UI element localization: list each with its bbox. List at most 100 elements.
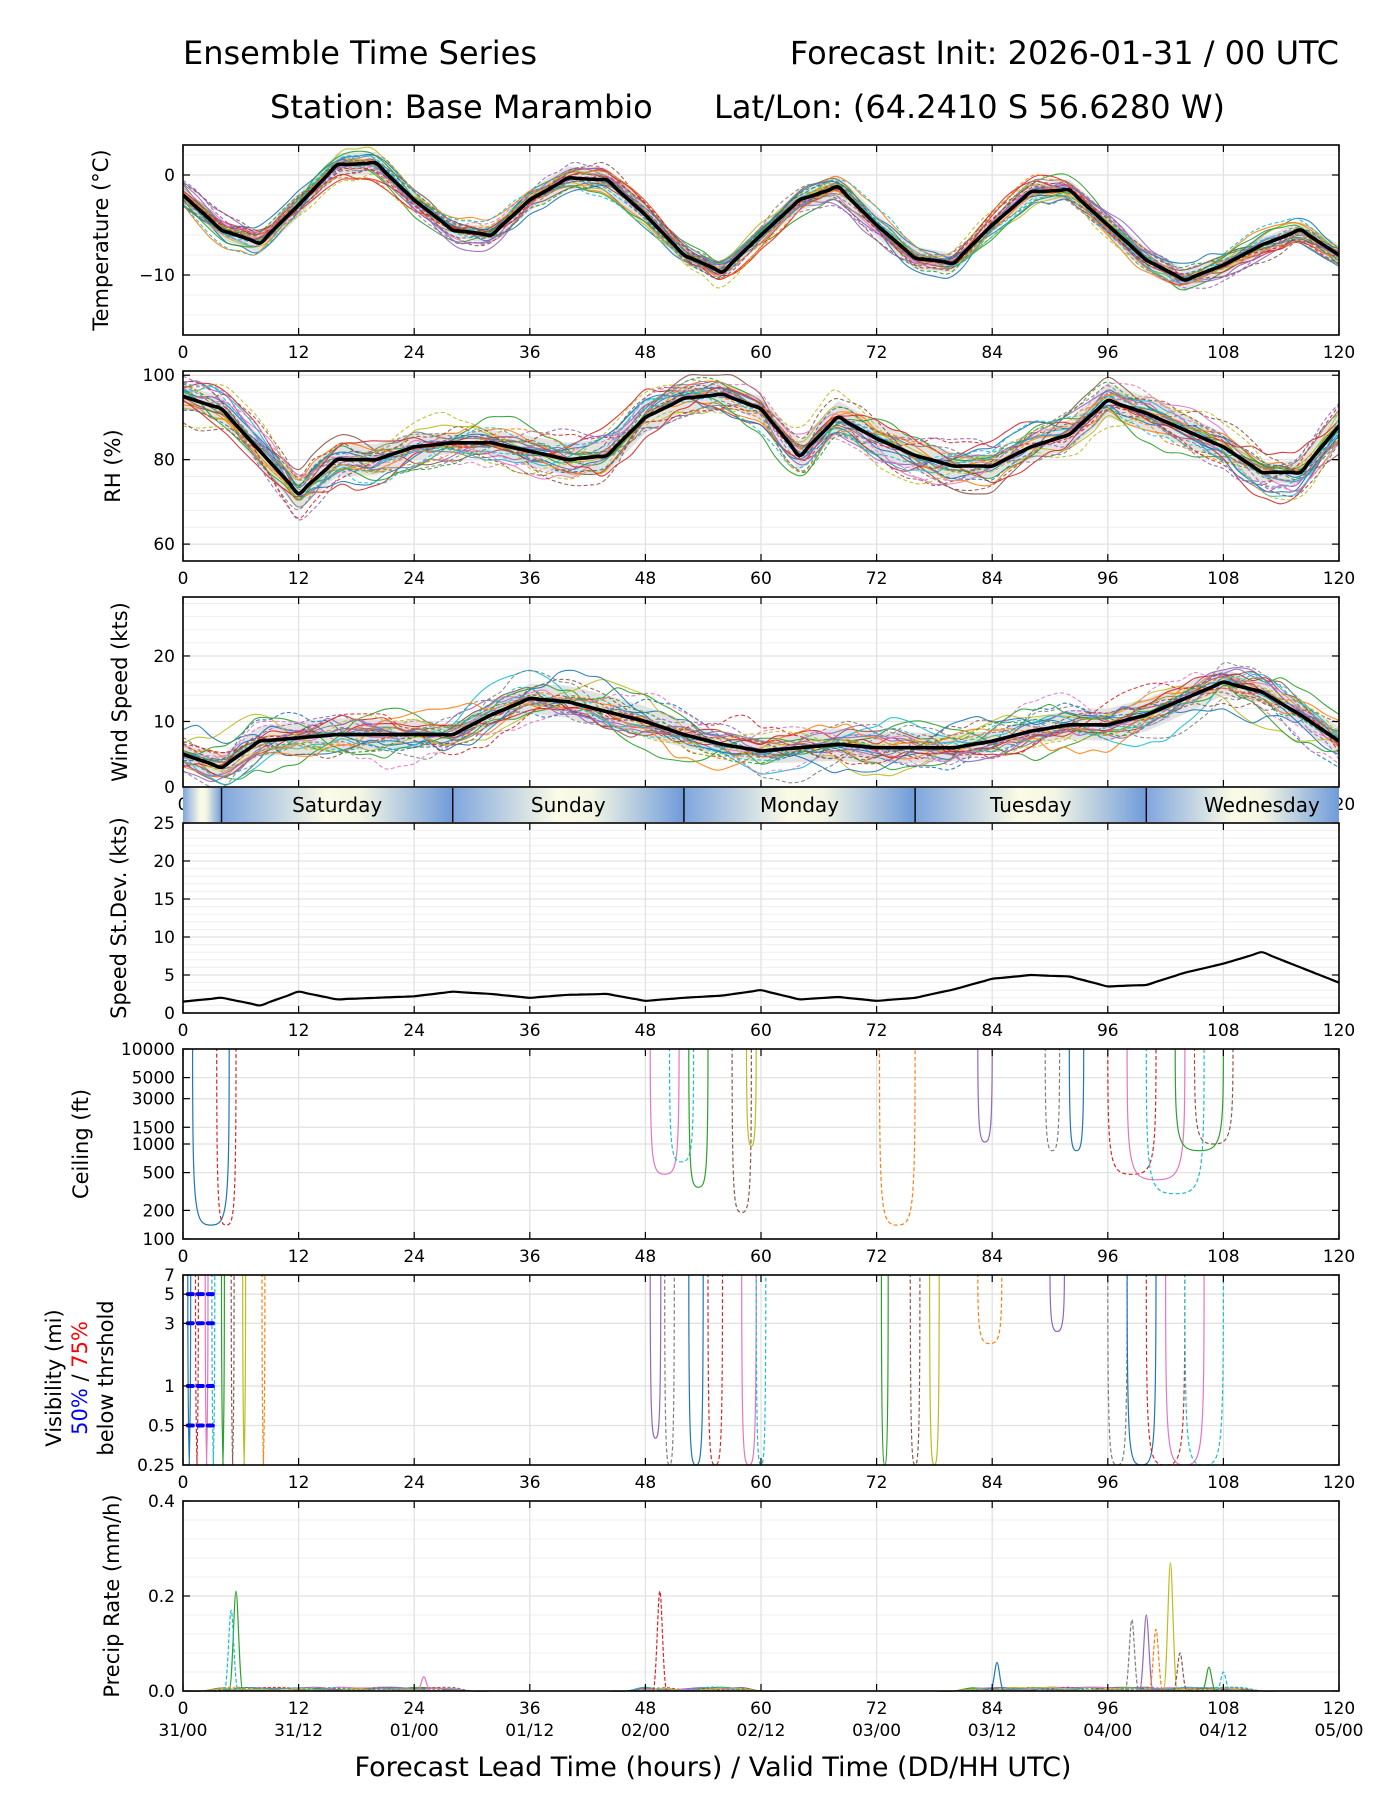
visibility-slash: / xyxy=(68,1368,92,1388)
precip-spike xyxy=(416,1676,432,1692)
y-tick-label: 15 xyxy=(153,890,175,910)
ensemble-mean-line xyxy=(183,392,1339,496)
ensemble-member-line xyxy=(183,155,1339,273)
ensemble-member-line xyxy=(183,160,1339,275)
plot-body xyxy=(192,1049,1234,1226)
x-tick-label: 36 xyxy=(519,1473,541,1493)
x-tick-label: 48 xyxy=(635,1247,657,1267)
ensemble-member-line xyxy=(183,682,1339,765)
y-axis-label: Temperature (°C) xyxy=(89,149,113,331)
ensemble-member-line xyxy=(183,670,1339,784)
day-label: Sunday xyxy=(531,793,606,817)
visibility-member-line xyxy=(204,1275,209,1465)
x-valid-time-label: 02/00 xyxy=(621,1721,670,1741)
x-tick-label: 48 xyxy=(635,569,657,589)
ensemble-member-line xyxy=(183,679,1339,777)
y-axis-label: Precip Rate (mm/h) xyxy=(100,1494,124,1697)
y-tick-label: 25 xyxy=(153,814,175,834)
x-tick-label: 24 xyxy=(403,343,425,363)
ensemble-member-line xyxy=(183,682,1339,771)
ceiling-member-line xyxy=(1126,1049,1186,1181)
y-tick-label: 0.0 xyxy=(148,1682,175,1702)
title-left: Ensemble Time Series xyxy=(183,34,537,72)
x-tick-label: 108 xyxy=(1207,1473,1239,1493)
y-tick-label: 0 xyxy=(164,1004,175,1024)
x-tick-label: 0 xyxy=(178,569,189,589)
ceiling-member-line xyxy=(649,1049,680,1175)
y-axis-label: Wind Speed (kts) xyxy=(108,602,132,782)
y-tick-label: 100 xyxy=(143,1230,175,1250)
visibility-member-line xyxy=(929,1275,940,1465)
ensemble-mean-line xyxy=(183,680,1339,770)
ceiling-member-line xyxy=(1174,1049,1224,1152)
day-segment xyxy=(221,788,453,822)
x-valid-time-label: 04/00 xyxy=(1083,1721,1132,1741)
ensemble-member-line xyxy=(183,165,1339,283)
plot-body xyxy=(183,146,1339,292)
ensemble-member-line xyxy=(183,390,1339,501)
ensemble-member-line xyxy=(183,397,1339,511)
ensemble-mean-line xyxy=(183,160,1339,282)
visibility-member-line xyxy=(1184,1275,1224,1465)
ceiling-member-line xyxy=(688,1049,709,1188)
x-tick-label: 108 xyxy=(1207,1021,1239,1041)
plot-body xyxy=(183,951,1339,1007)
visibility-member-line xyxy=(755,1275,767,1465)
temperature-panel: 0 12 24 36 48 60 72 84 96 108 120 0 −10 Temperature (… xyxy=(89,144,1355,363)
visibility-member-line xyxy=(261,1275,266,1465)
x-tick-label: 84 xyxy=(981,569,1003,589)
x-tick-label: 96 xyxy=(1097,1473,1119,1493)
precip-spike xyxy=(1162,1562,1179,1692)
x-axis-label: Forecast Lead Time (hours) / Valid Time … xyxy=(355,1752,1072,1783)
y-tick-label: 3000 xyxy=(132,1090,175,1110)
visibility-p75: 75% xyxy=(68,1321,92,1368)
visibility-ylabel-line3: below thrshold xyxy=(94,1300,118,1455)
x-tick-label: 72 xyxy=(866,569,888,589)
visibility-member-line xyxy=(688,1275,704,1465)
y-axis-label: Speed St.Dev. (kts) xyxy=(107,817,131,1019)
visibility-member-line xyxy=(1049,1275,1065,1333)
x-valid-time-label: 03/12 xyxy=(968,1721,1017,1741)
precip-rate-panel: 0 12 24 36 48 60 72 84 96 108 120 0.0 0.2 0.4 Precip R… xyxy=(100,1492,1364,1741)
x-tick-label: 0 xyxy=(178,343,189,363)
x-tick-label: 120 xyxy=(1323,569,1355,589)
visibility-member-line xyxy=(1165,1275,1205,1465)
ensemble-member-line xyxy=(183,170,1339,286)
ensemble-member-line xyxy=(183,662,1339,787)
x-valid-time-label: 03/00 xyxy=(852,1721,901,1741)
x-tick-label: 108 xyxy=(1207,569,1239,589)
ensemble-member-line xyxy=(183,382,1339,500)
visibility-member-line xyxy=(220,1275,225,1465)
ensemble-member-line xyxy=(183,387,1339,492)
x-tick-label: 12 xyxy=(288,1021,310,1041)
x-tick-label: 108 xyxy=(1207,1247,1239,1267)
ceiling-member-line xyxy=(668,1049,695,1163)
plot-body xyxy=(183,373,1339,521)
ensemble-member-line xyxy=(183,383,1339,501)
day-label: Saturday xyxy=(292,793,382,817)
x-tick-label: 96 xyxy=(1097,343,1119,363)
x-tick-label: 48 xyxy=(635,1473,657,1493)
ceiling-member-line xyxy=(1044,1049,1061,1152)
y-tick-label: 100 xyxy=(143,366,175,386)
day-label: Wednesday xyxy=(1204,793,1320,817)
visibility-member-line xyxy=(1107,1275,1128,1465)
x-tick-label: 120 xyxy=(1323,343,1355,363)
visibility-member-line xyxy=(1145,1275,1186,1465)
x-tick-label: 96 xyxy=(1097,1021,1119,1041)
ensemble-member-line xyxy=(183,673,1339,770)
ensemble-member-line xyxy=(183,676,1339,773)
ensemble-member-line xyxy=(183,161,1339,280)
y-tick-label: 20 xyxy=(153,852,175,872)
day-segment xyxy=(915,788,1147,822)
ensemble-member-line xyxy=(183,386,1339,492)
title-station: Station: Base Marambio xyxy=(270,88,653,126)
grid xyxy=(183,1048,1339,1240)
precip-spike xyxy=(1148,1628,1164,1692)
precip-spike xyxy=(1201,1666,1217,1692)
x-tick-label: 72 xyxy=(866,1021,888,1041)
x-tick-label: 0 xyxy=(178,1699,189,1719)
day-band: Saturday Sunday Monday Tuesday Wednesday xyxy=(183,788,1339,822)
ensemble-member-line xyxy=(183,672,1339,777)
